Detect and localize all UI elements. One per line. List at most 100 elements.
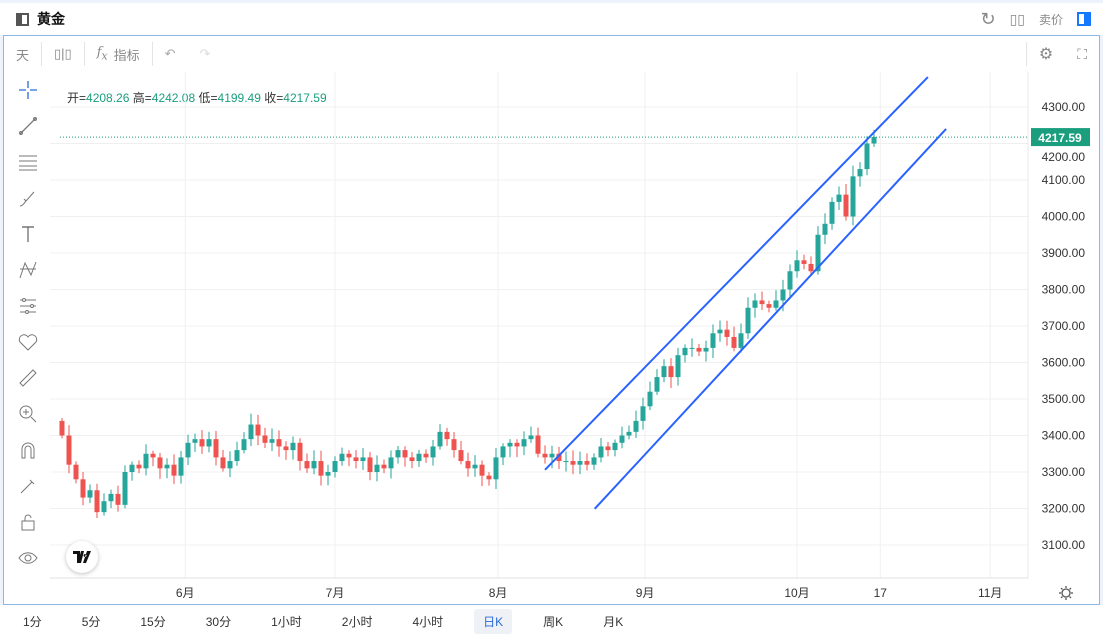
settings-icon[interactable]: ⚙ xyxy=(1038,46,1054,63)
candle xyxy=(724,320,730,346)
candle-body xyxy=(710,333,716,348)
candle-body xyxy=(661,366,667,378)
candle xyxy=(199,430,205,454)
candle-body xyxy=(87,490,93,498)
panel-icon[interactable] xyxy=(16,12,29,26)
candle-body xyxy=(738,333,744,348)
y-tick-label: 3400.00 xyxy=(1042,429,1086,443)
timeframe-tab[interactable]: 15分 xyxy=(140,615,166,629)
candle xyxy=(591,453,597,470)
refresh-icon[interactable]: ↻ xyxy=(980,8,996,29)
candle-body xyxy=(535,435,541,454)
measure-icon[interactable] xyxy=(4,288,51,324)
axis-settings-icon[interactable] xyxy=(1059,586,1073,600)
low-value: 4199.49 xyxy=(217,91,261,105)
timeframe-tab[interactable]: 周K xyxy=(543,615,564,629)
candle xyxy=(556,446,562,469)
candle xyxy=(66,425,72,474)
chart-frame: 天 ▯|▯ fx 指标 ↶ ↷ ⚙ ⛶ 开=4208.26 高=4242.08 低… xyxy=(3,35,1100,605)
sell-price-label[interactable]: 卖价 xyxy=(1038,12,1063,27)
pattern-icon[interactable] xyxy=(4,252,51,288)
candle xyxy=(640,397,646,430)
candle-type-icon[interactable]: ▯|▯ xyxy=(54,46,72,61)
candle-body xyxy=(171,464,177,476)
candle xyxy=(654,369,660,395)
candle-body xyxy=(367,457,373,472)
candle-body xyxy=(647,391,653,407)
y-tick-label: 3700.00 xyxy=(1042,319,1086,333)
candle xyxy=(297,438,303,471)
horizontal-lines-icon[interactable] xyxy=(4,144,51,180)
candle-body xyxy=(395,450,401,458)
candle xyxy=(136,460,142,474)
y-tick-label: 3100.00 xyxy=(1042,538,1086,552)
timeframe-tab[interactable]: 30分 xyxy=(205,615,232,629)
y-tick-label: 3500.00 xyxy=(1042,392,1086,406)
timeframe-tab[interactable]: 4小时 xyxy=(412,615,444,629)
favorite-icon[interactable] xyxy=(4,324,51,360)
ruler-icon[interactable] xyxy=(4,360,51,396)
candle-body xyxy=(549,453,555,458)
candle-body xyxy=(528,435,534,440)
fullscreen-icon[interactable]: ⛶ xyxy=(1077,45,1087,62)
x-tick-label: 8月 xyxy=(489,586,508,600)
candle-body xyxy=(157,457,163,469)
candle-body xyxy=(563,461,569,463)
lock-drawing-icon[interactable] xyxy=(4,468,51,504)
candle-body xyxy=(479,464,485,476)
candle xyxy=(87,484,93,504)
layout-toggle-icon[interactable] xyxy=(1077,12,1091,26)
candle xyxy=(360,448,366,471)
zoom-in-icon[interactable] xyxy=(4,396,51,432)
timeframe-tab[interactable]: 2小时 xyxy=(341,615,373,629)
brush-icon[interactable] xyxy=(4,180,51,216)
candle-body xyxy=(458,450,464,462)
candlestick-chart[interactable]: 4300.00 4200.00 4100.00 4000.00 3900.00 3800.… xyxy=(0,0,1103,605)
open-value: 4208.26 xyxy=(86,91,130,105)
text-icon[interactable] xyxy=(4,216,51,252)
candle xyxy=(241,432,247,454)
candle-body xyxy=(633,420,639,432)
indicator-button[interactable]: fx 指标 xyxy=(85,45,152,64)
candle xyxy=(115,485,121,512)
candle-body xyxy=(143,453,149,469)
candle xyxy=(682,344,688,363)
grid-icon[interactable]: ▯▯ xyxy=(1009,10,1025,27)
timeframe-tab[interactable]: 1小时 xyxy=(271,615,302,629)
timeframe-tab[interactable]: 日K xyxy=(474,609,513,634)
y-tick-label: 3800.00 xyxy=(1042,283,1086,297)
candle-body xyxy=(556,453,562,462)
candle-body xyxy=(822,223,828,235)
visibility-icon[interactable] xyxy=(4,540,51,576)
interval-button[interactable]: 天 xyxy=(16,47,30,63)
candle xyxy=(738,323,744,353)
candle-body xyxy=(717,329,723,334)
timeframe-tab[interactable]: 月K xyxy=(603,615,624,629)
candle-body xyxy=(675,355,681,378)
undo-icon[interactable]: ↶ xyxy=(164,46,176,61)
candle xyxy=(290,436,296,460)
axis-settings-icon-tooth xyxy=(1069,596,1072,599)
redo-icon[interactable]: ↷ xyxy=(199,46,211,61)
candle xyxy=(234,441,240,466)
candle-body xyxy=(374,464,380,472)
candle xyxy=(325,464,331,486)
magnet-icon[interactable] xyxy=(4,432,51,468)
candle-body xyxy=(136,464,142,469)
candle-body xyxy=(332,461,338,472)
lock-icon[interactable] xyxy=(4,504,51,540)
crosshair-icon[interactable] xyxy=(4,72,51,108)
x-tick-label: 7月 xyxy=(326,586,345,600)
candle-body xyxy=(227,461,233,469)
timeframe-tab[interactable]: 5分 xyxy=(81,615,101,629)
channel-line xyxy=(593,128,947,510)
candle-body xyxy=(696,347,702,352)
trend-line-icon[interactable] xyxy=(4,108,51,144)
timeframe-tab[interactable]: 1分 xyxy=(23,615,42,629)
candle xyxy=(171,454,177,485)
candle xyxy=(472,455,478,477)
candle xyxy=(255,414,261,446)
candle xyxy=(402,446,408,467)
candle xyxy=(535,427,541,458)
candle xyxy=(577,451,583,475)
